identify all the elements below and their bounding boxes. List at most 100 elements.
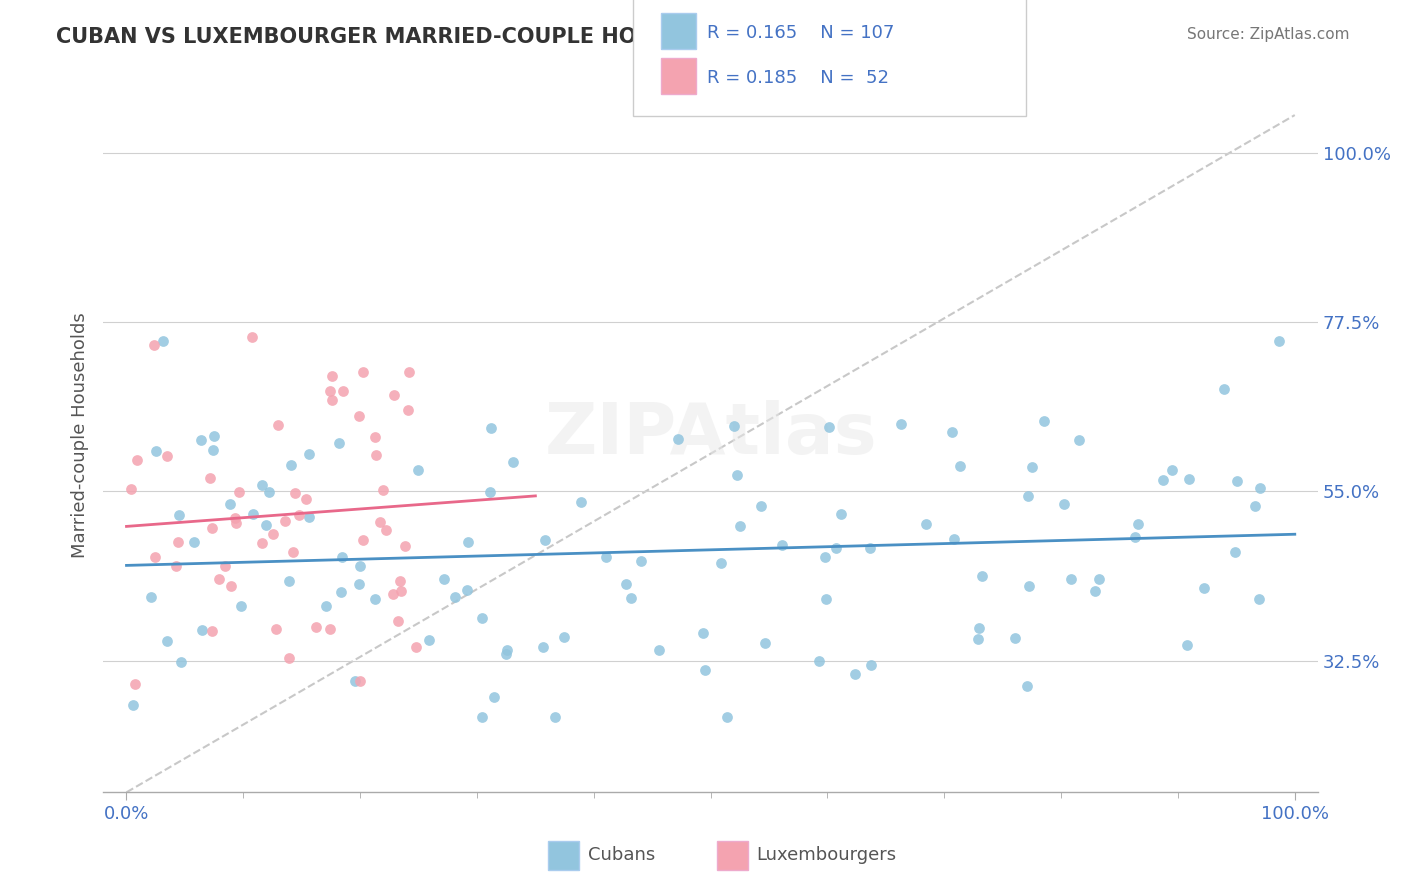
Point [754,636,776,650]
Point [257,485,280,500]
Point [1192,581,1215,595]
Point [443,590,465,604]
Point [1084,584,1107,599]
Point [1249,481,1271,495]
Point [534,533,557,547]
Point [364,430,387,444]
Point [262,527,284,541]
Point [710,556,733,570]
Point [967,621,990,635]
Point [457,535,479,549]
Point [274,514,297,528]
Point [1161,462,1184,476]
Point [1018,579,1040,593]
Point [347,409,370,423]
Text: R = 0.165    N = 107: R = 0.165 N = 107 [707,24,894,42]
Point [305,620,328,634]
Point [825,541,848,555]
Text: CUBAN VS LUXEMBOURGER MARRIED-COUPLE HOUSEHOLDS CORRELATION CHART: CUBAN VS LUXEMBOURGER MARRIED-COUPLE HOU… [56,27,1019,46]
Point [949,458,972,473]
Point [1004,632,1026,646]
Point [169,508,191,523]
Point [387,614,409,628]
Point [198,470,221,484]
Point [298,510,321,524]
Point [817,419,839,434]
Point [124,677,146,691]
Point [156,449,179,463]
Point [770,537,793,551]
Point [165,559,187,574]
Point [368,515,391,529]
Point [278,574,301,588]
Point [329,585,352,599]
Point [723,418,745,433]
Point [382,587,405,601]
Point [1060,572,1083,586]
Point [1088,572,1111,586]
Point [364,448,387,462]
Point [1032,413,1054,427]
Point [389,583,412,598]
Point [208,572,231,586]
Text: Source: ZipAtlas.com: Source: ZipAtlas.com [1187,27,1350,42]
Point [595,549,617,564]
Point [142,338,165,352]
Point [254,517,277,532]
Point [332,384,354,398]
Point [553,630,575,644]
Point [479,421,502,435]
Point [201,442,224,457]
Point [814,549,837,564]
Point [281,544,304,558]
Point [1175,638,1198,652]
Point [495,647,517,661]
Point [1226,474,1249,488]
Point [1152,473,1174,487]
Point [432,572,454,586]
Point [242,508,264,522]
Point [221,579,243,593]
Text: R = 0.185    N =  52: R = 0.185 N = 52 [707,69,889,87]
Point [728,519,751,533]
Point [692,626,714,640]
Point [315,599,337,614]
Point [240,329,263,343]
Point [1268,334,1291,348]
Point [152,334,174,348]
Point [478,485,501,500]
Point [250,477,273,491]
Point [143,550,166,565]
Point [1213,382,1236,396]
Point [321,368,343,383]
Point [693,663,716,677]
Point [352,365,374,379]
Point [406,463,429,477]
Point [614,576,637,591]
Point [278,651,301,665]
Point [170,655,193,669]
Point [648,643,671,657]
Point [915,516,938,531]
Point [970,569,993,583]
Point [228,485,250,500]
Point [347,577,370,591]
Point [267,417,290,432]
Point [190,433,212,447]
Point [252,535,274,549]
Point [495,642,517,657]
Point [814,591,837,606]
Point [264,622,287,636]
Point [319,622,342,636]
Point [1223,545,1246,559]
Text: Cubans: Cubans [588,847,655,864]
Point [145,444,167,458]
Point [396,403,419,417]
Point [1021,459,1043,474]
Point [471,710,494,724]
Point [502,455,524,469]
Text: ZIPAtlas: ZIPAtlas [544,401,877,469]
Point [388,574,411,588]
Point [456,583,478,598]
Point [1243,500,1265,514]
